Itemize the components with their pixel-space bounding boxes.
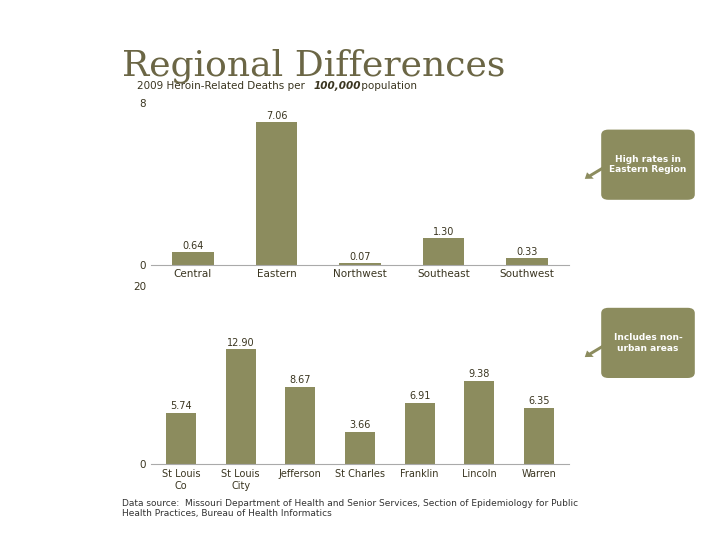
Text: population: population (358, 81, 417, 91)
Bar (345, 432, 375, 464)
Text: Regional Differences: Regional Differences (122, 49, 505, 83)
Bar (285, 387, 315, 464)
Text: 9.38: 9.38 (469, 369, 490, 379)
Text: 0.07: 0.07 (349, 252, 371, 262)
Text: 0.33: 0.33 (516, 247, 538, 257)
Bar (524, 408, 554, 464)
Text: 2009 Heroin-Related Deaths per: 2009 Heroin-Related Deaths per (137, 81, 308, 91)
Text: 6.35: 6.35 (528, 396, 550, 406)
Bar (172, 252, 214, 265)
Bar (423, 238, 464, 265)
Bar (405, 403, 435, 464)
Text: 8.67: 8.67 (289, 375, 311, 386)
Text: 100,000: 100,000 (313, 81, 361, 91)
Text: 12.90: 12.90 (227, 338, 254, 348)
Bar (339, 263, 381, 265)
Bar (464, 381, 494, 464)
Text: Includes non-
urban areas: Includes non- urban areas (613, 333, 683, 353)
Bar (506, 258, 548, 265)
Text: Data source:  Missouri Department of Health and Senior Services, Section of Epid: Data source: Missouri Department of Heal… (122, 499, 579, 518)
Text: High rates in
Eastern Region: High rates in Eastern Region (609, 155, 687, 174)
Bar (166, 413, 196, 464)
Text: 3.66: 3.66 (349, 420, 371, 430)
Text: 7.06: 7.06 (266, 111, 287, 120)
Text: 5.74: 5.74 (170, 401, 192, 411)
Text: 6.91: 6.91 (409, 391, 431, 401)
Text: 1.30: 1.30 (433, 227, 454, 237)
Bar (226, 349, 256, 464)
Text: 0.64: 0.64 (182, 241, 204, 251)
Bar (256, 122, 297, 265)
